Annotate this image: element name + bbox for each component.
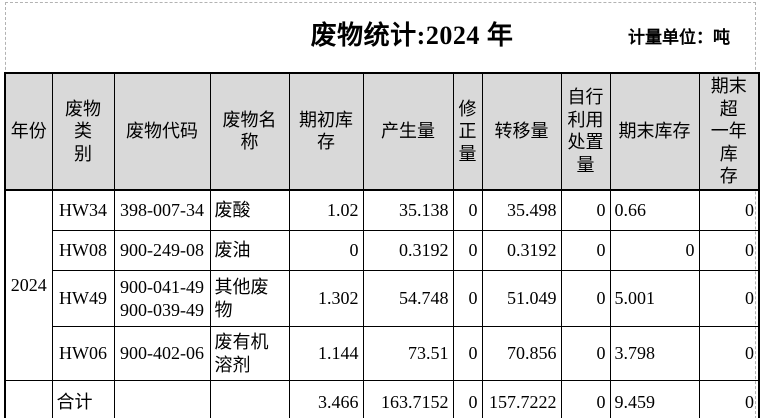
category-cell: HW06	[51, 326, 115, 381]
transferred-cell: 0.3192	[481, 230, 562, 271]
name-cell: 废酸	[209, 189, 290, 231]
self-disposal-cell: 0	[560, 326, 611, 381]
report-title: 废物统计:2024 年	[310, 21, 514, 50]
total-self-disposal-cell: 0	[560, 380, 611, 418]
total-opening-stock-cell: 3.466	[288, 380, 364, 418]
opening-stock-cell: 1.02	[288, 189, 364, 231]
category-cell: HW49	[51, 270, 115, 327]
opening-stock-cell: 1.144	[288, 326, 364, 381]
total-label-cell: 合计	[51, 380, 115, 418]
total-row: 合计 3.466 163.7152 0 157.7222 0 9.459 0	[4, 380, 760, 418]
col-header-over-one-year-stock: 期末超 一年库 存	[698, 72, 760, 191]
total-generated-cell: 163.7152	[362, 380, 454, 418]
self-disposal-cell: 0	[560, 230, 611, 271]
corrected-cell: 0	[452, 230, 483, 271]
over-one-year-stock-cell: 0	[698, 270, 760, 327]
total-transferred-cell: 157.7222	[481, 380, 562, 418]
ending-stock-cell: 5.001	[609, 270, 700, 327]
over-one-year-stock-cell: 0	[698, 230, 760, 271]
name-cell: 废油	[209, 230, 290, 271]
generated-cell: 35.138	[362, 189, 454, 231]
total-corrected-cell: 0	[452, 380, 483, 418]
col-header-waste-code: 废物代码	[113, 72, 211, 191]
year-cell: 2024	[4, 189, 53, 381]
col-header-waste-name: 废物名称	[209, 72, 290, 191]
transferred-cell: 51.049	[481, 270, 562, 327]
total-year-cell-empty	[4, 380, 53, 418]
generated-cell: 54.748	[362, 270, 454, 327]
col-header-self-disposal: 自行 利用 处置 量	[560, 72, 611, 191]
over-one-year-stock-cell: 0	[698, 326, 760, 381]
ending-stock-cell: 0	[609, 230, 700, 271]
col-header-corrected: 修 正 量	[452, 72, 483, 191]
total-over-one-year-stock-cell: 0	[698, 380, 760, 418]
waste-statistics-table: 年份 废物类 别 废物代码 废物名称 期初库 存 产生量 修 正 量 转移量 自…	[4, 72, 760, 418]
opening-stock-cell: 0	[288, 230, 364, 271]
transferred-cell: 70.856	[481, 326, 562, 381]
ending-stock-cell: 0.66	[609, 189, 700, 231]
col-header-generated: 产生量	[362, 72, 454, 191]
corrected-cell: 0	[452, 189, 483, 231]
self-disposal-cell: 0	[560, 189, 611, 231]
name-cell: 其他废物	[209, 270, 290, 327]
corrected-cell: 0	[452, 326, 483, 381]
table-row-hw06: HW06 900-402-06 废有机溶剂 1.144 73.51 0 70.8…	[5, 326, 760, 381]
generated-cell: 73.51	[362, 326, 454, 381]
total-ending-stock-cell: 9.459	[609, 380, 700, 418]
code-cell: 900-249-08	[113, 230, 211, 271]
category-cell: HW34	[51, 189, 115, 231]
total-code-cell-empty	[113, 380, 211, 418]
table-row-hw49: HW49 900-041-49 900-039-49 其他废物 1.302 54…	[5, 270, 760, 327]
col-header-waste-category: 废物类 别	[51, 72, 115, 191]
self-disposal-cell: 0	[560, 270, 611, 327]
transferred-cell: 35.498	[481, 189, 562, 231]
over-one-year-stock-cell: 0	[698, 189, 760, 231]
col-header-ending-stock: 期末库存	[609, 72, 700, 191]
corrected-cell: 0	[452, 270, 483, 327]
code-cell: 900-402-06	[113, 326, 211, 381]
col-header-transferred: 转移量	[481, 72, 562, 191]
ending-stock-cell: 3.798	[609, 326, 700, 381]
table-row-hw08: HW08 900-249-08 废油 0 0.3192 0 0.3192 0 0…	[5, 230, 760, 271]
col-header-year: 年份	[4, 72, 53, 191]
code-cell: 900-041-49 900-039-49	[113, 270, 211, 327]
category-cell: HW08	[51, 230, 115, 271]
unit-label: 计量单位：吨	[628, 28, 730, 47]
opening-stock-cell: 1.302	[288, 270, 364, 327]
header-row: 年份 废物类 别 废物代码 废物名称 期初库 存 产生量 修 正 量 转移量 自…	[4, 72, 760, 191]
code-cell: 398-007-34	[113, 189, 211, 231]
name-cell: 废有机溶剂	[209, 326, 290, 381]
col-header-opening-stock: 期初库 存	[288, 72, 364, 191]
generated-cell: 0.3192	[362, 230, 454, 271]
table-row-hw34: 2024 HW34 398-007-34 废酸 1.02 35.138 0 35…	[4, 189, 760, 381]
total-name-cell-empty	[209, 380, 290, 418]
